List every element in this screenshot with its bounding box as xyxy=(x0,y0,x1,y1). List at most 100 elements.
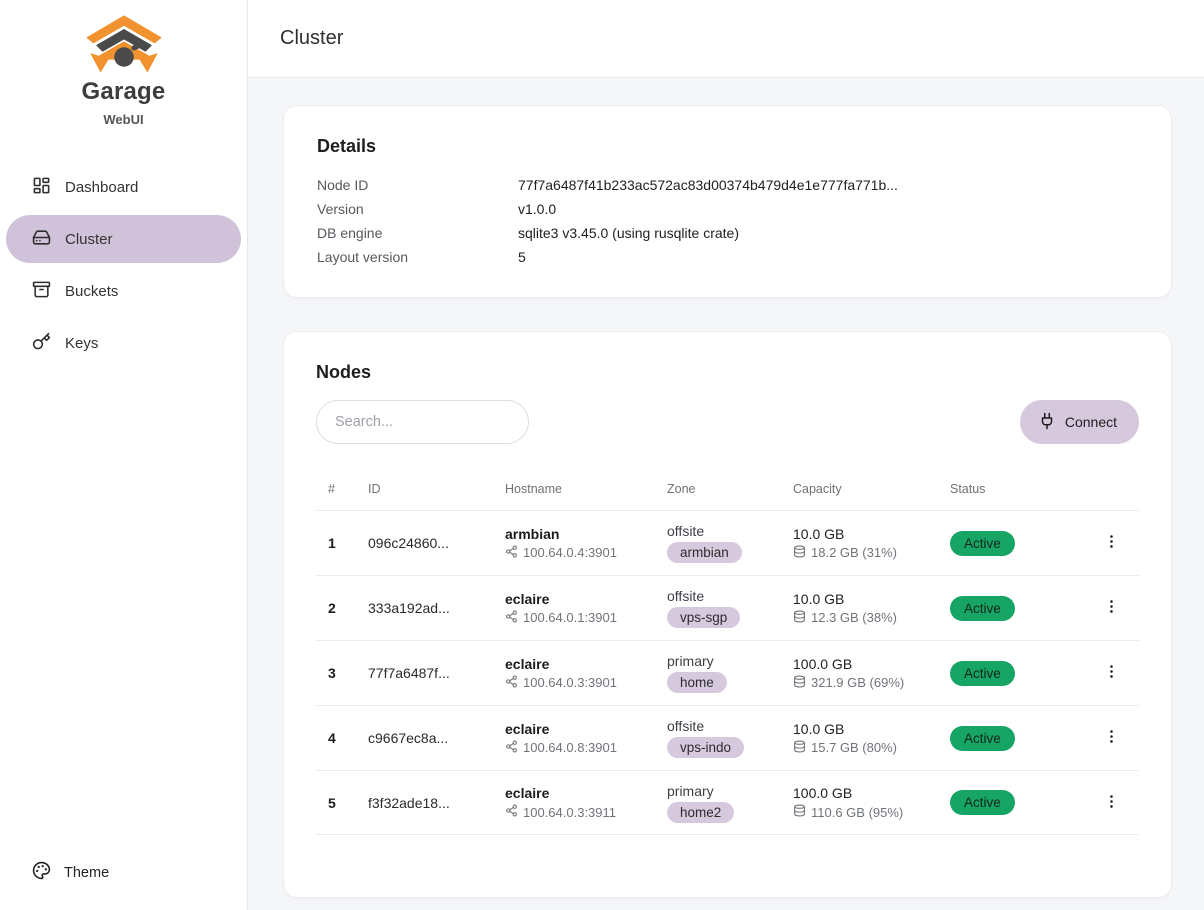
detail-row: DB engine sqlite3 v3.45.0 (using rusqlit… xyxy=(317,221,1138,245)
node-zone-cell: primary home2 xyxy=(667,783,793,823)
sidebar-item-cluster[interactable]: Cluster xyxy=(6,215,241,263)
node-address: 100.64.0.4:3901 xyxy=(523,545,617,560)
row-menu-button[interactable] xyxy=(1095,592,1127,624)
node-status-cell: Active xyxy=(950,530,1081,556)
theme-button[interactable]: Theme xyxy=(6,853,241,892)
nodes-table: # ID Hostname Zone Capacity Status 1 096… xyxy=(316,468,1139,835)
database-icon xyxy=(793,545,806,561)
zone-tag-badge: home xyxy=(667,672,727,693)
connect-label: Connect xyxy=(1064,414,1117,430)
node-status-cell: Active xyxy=(950,595,1081,621)
nodes-card: Nodes Connect # ID Hostname Zone Capacit… xyxy=(283,331,1172,898)
detail-row: Version v1.0.0 xyxy=(317,197,1138,221)
brand: Garage WebUI xyxy=(6,14,241,127)
garage-logo-icon xyxy=(6,14,241,74)
node-number: 2 xyxy=(328,600,336,616)
database-icon xyxy=(793,740,806,756)
table-row: 1 096c24860... armbian 100.64.0.4:3901 xyxy=(316,510,1139,575)
node-hostname-cell: eclaire 100.64.0.8:3901 xyxy=(505,721,667,756)
node-zone: offsite xyxy=(667,523,705,539)
plug-icon xyxy=(1038,412,1056,433)
kebab-icon xyxy=(1103,533,1120,553)
node-capacity-cell: 10.0 GB 12.3 GB (38%) xyxy=(793,591,950,626)
row-menu-button[interactable] xyxy=(1095,657,1127,689)
node-address: 100.64.0.3:3901 xyxy=(523,675,617,690)
sidebar-item-label: Keys xyxy=(65,334,99,352)
search-input[interactable] xyxy=(316,400,529,444)
node-capacity: 10.0 GB xyxy=(793,525,845,542)
nodes-title: Nodes xyxy=(316,362,372,382)
col-header-id: ID xyxy=(368,482,381,496)
sidebar-item-label: Buckets xyxy=(65,282,119,300)
table-row: 5 f3f32ade18... eclaire 100.64.0.3:3911 xyxy=(316,770,1139,835)
node-number: 4 xyxy=(328,730,336,746)
sidebar-item-keys[interactable]: Keys xyxy=(6,319,241,367)
node-status-cell: Active xyxy=(950,790,1081,815)
theme-label: Theme xyxy=(64,864,110,881)
sidebar-nav: Dashboard Cluster Buckets Keys xyxy=(6,163,241,367)
row-menu-button[interactable] xyxy=(1095,787,1127,819)
sidebar-item-dashboard[interactable]: Dashboard xyxy=(6,163,241,211)
kebab-icon xyxy=(1103,728,1120,748)
row-menu-button[interactable] xyxy=(1095,722,1127,754)
row-menu-button[interactable] xyxy=(1095,527,1127,559)
sidebar-item-buckets[interactable]: Buckets xyxy=(6,267,241,315)
node-status-cell: Active xyxy=(950,660,1081,686)
share-icon xyxy=(505,545,518,561)
col-header-zone: Zone xyxy=(667,482,696,496)
brand-title: Garage xyxy=(81,78,166,105)
table-row: 2 333a192ad... eclaire 100.64.0.1:3901 xyxy=(316,575,1139,640)
zone-tag-badge: armbian xyxy=(667,542,742,563)
database-icon xyxy=(793,610,806,626)
col-header-hostname: Hostname xyxy=(505,482,562,496)
kebab-icon xyxy=(1103,598,1120,618)
node-hostname: eclaire xyxy=(505,720,550,737)
detail-row: Layout version 5 xyxy=(317,245,1138,269)
connect-button[interactable]: Connect xyxy=(1019,400,1139,444)
node-capacity-cell: 10.0 GB 15.7 GB (80%) xyxy=(793,721,950,756)
brand-subtitle: WebUI xyxy=(103,112,144,127)
nodes-toolbar: Connect xyxy=(316,400,1139,444)
node-zone-cell: offsite armbian xyxy=(667,523,793,563)
node-capacity-cell: 100.0 GB 321.9 GB (69%) xyxy=(793,656,950,691)
zone-tag-badge: home2 xyxy=(667,801,735,823)
sidebar-item-label: Cluster xyxy=(65,230,113,248)
node-hostname-cell: armbian 100.64.0.4:3901 xyxy=(505,526,667,561)
share-icon xyxy=(505,804,518,820)
node-hostname: armbian xyxy=(505,525,560,542)
node-id: c9667ec8a... xyxy=(368,730,449,746)
detail-value: 77f7a6487f41b233ac572ac83d00374b479d4e1e… xyxy=(518,177,898,193)
node-capacity: 10.0 GB xyxy=(793,720,845,737)
node-address: 100.64.0.1:3901 xyxy=(523,610,617,625)
node-number: 5 xyxy=(328,794,336,811)
node-status-cell: Active xyxy=(950,725,1081,751)
detail-label: Layout version xyxy=(317,249,409,265)
main-area: Cluster Details Node ID 77f7a6487f41b233… xyxy=(248,0,1204,910)
detail-value: sqlite3 v3.45.0 (using rusqlite crate) xyxy=(518,225,739,241)
status-badge: Active xyxy=(950,725,1015,751)
node-zone: offsite xyxy=(667,718,705,734)
node-address: 100.64.0.3:3911 xyxy=(523,804,617,820)
status-badge: Active xyxy=(950,660,1015,686)
node-id: 333a192ad... xyxy=(368,600,450,616)
sidebar: Garage WebUI Dashboard Cluster Buckets xyxy=(0,0,248,910)
details-rows: Node ID 77f7a6487f41b233ac572ac83d00374b… xyxy=(317,173,1138,269)
detail-label: Node ID xyxy=(317,177,369,193)
detail-label: DB engine xyxy=(317,225,383,241)
node-zone: primary xyxy=(667,782,714,799)
zone-tag-badge: vps-indo xyxy=(667,737,745,758)
node-zone: primary xyxy=(667,653,714,669)
node-used: 110.6 GB (95%) xyxy=(811,804,904,820)
table-rows: 1 096c24860... armbian 100.64.0.4:3901 xyxy=(316,510,1139,835)
node-zone: offsite xyxy=(667,588,705,604)
node-address: 100.64.0.8:3901 xyxy=(523,740,617,755)
detail-row: Node ID 77f7a6487f41b233ac572ac83d00374b… xyxy=(317,173,1138,197)
node-hostname-cell: eclaire 100.64.0.3:3901 xyxy=(505,656,667,691)
database-icon xyxy=(793,675,806,691)
node-id: f3f32ade18... xyxy=(368,794,450,811)
zone-tag-badge: vps-sgp xyxy=(667,607,741,628)
dashboard-icon xyxy=(32,176,51,199)
node-capacity-cell: 100.0 GB 110.6 GB (95%) xyxy=(793,785,950,820)
kebab-icon xyxy=(1103,663,1120,683)
node-zone-cell: primary home xyxy=(667,653,793,693)
